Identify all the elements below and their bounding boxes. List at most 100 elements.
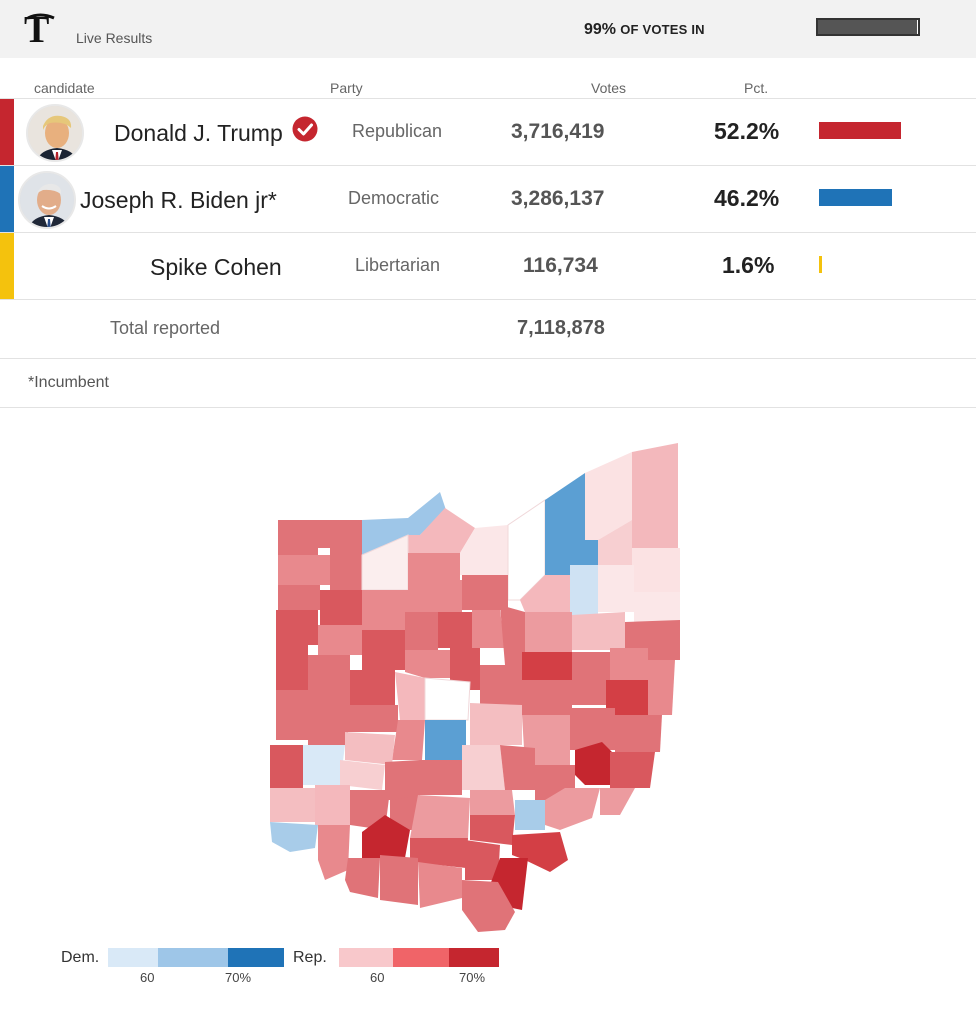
county[interactable]: [598, 520, 632, 565]
county[interactable]: [350, 670, 395, 705]
county[interactable]: [462, 745, 505, 790]
county[interactable]: [615, 715, 662, 752]
county[interactable]: [425, 720, 466, 760]
county[interactable]: [648, 660, 675, 715]
county[interactable]: [276, 690, 308, 740]
total-reported-votes: 7,118,878: [517, 317, 605, 339]
county[interactable]: [395, 672, 425, 720]
county[interactable]: [465, 840, 500, 880]
votes-in-progress-bar: [816, 18, 920, 36]
county[interactable]: [420, 760, 462, 795]
county[interactable]: [380, 855, 418, 905]
county[interactable]: [462, 880, 515, 932]
county[interactable]: [450, 648, 480, 690]
county[interactable]: [520, 575, 570, 612]
vote-share-bar: [819, 122, 901, 139]
county[interactable]: [632, 443, 678, 548]
county[interactable]: [470, 790, 515, 815]
county[interactable]: [362, 630, 405, 670]
county[interactable]: [418, 862, 462, 908]
county[interactable]: [570, 565, 598, 615]
county[interactable]: [362, 590, 408, 630]
county[interactable]: [318, 520, 362, 548]
county[interactable]: [598, 565, 634, 612]
county[interactable]: [408, 580, 462, 612]
candidate-votes: 116,734: [523, 254, 598, 277]
county[interactable]: [276, 610, 318, 645]
county[interactable]: [470, 703, 522, 745]
county[interactable]: [585, 452, 632, 540]
county[interactable]: [480, 665, 522, 705]
county[interactable]: [308, 710, 348, 745]
county[interactable]: [318, 625, 362, 655]
county[interactable]: [276, 645, 308, 690]
county[interactable]: [610, 752, 655, 788]
candidate-row-trump[interactable]: Donald J. Trump Republican 3,716,419 52.…: [0, 99, 976, 165]
county[interactable]: [600, 788, 635, 815]
county[interactable]: [570, 708, 615, 750]
county[interactable]: [308, 680, 350, 710]
county[interactable]: [362, 492, 446, 555]
county[interactable]: [303, 745, 345, 785]
county[interactable]: [362, 815, 410, 858]
county[interactable]: [405, 650, 450, 678]
vote-share-bar: [819, 256, 822, 273]
county[interactable]: [572, 652, 610, 705]
county[interactable]: [385, 760, 420, 800]
candidate-row-biden[interactable]: Joseph R. Biden jr* Democratic 3,286,137…: [0, 166, 976, 232]
divider: [0, 358, 976, 359]
county[interactable]: [270, 822, 318, 852]
county[interactable]: [405, 612, 438, 650]
county[interactable]: [438, 612, 472, 648]
county[interactable]: [318, 825, 350, 880]
county[interactable]: [345, 858, 380, 898]
county[interactable]: [462, 575, 508, 610]
county[interactable]: [270, 745, 303, 788]
county[interactable]: [392, 720, 425, 760]
votes-in-progress-fill: [818, 20, 917, 34]
county[interactable]: [500, 605, 525, 665]
county[interactable]: [460, 525, 508, 575]
county[interactable]: [470, 815, 515, 845]
county[interactable]: [308, 655, 350, 680]
county[interactable]: [606, 680, 648, 715]
county[interactable]: [408, 508, 475, 553]
column-header-pct: Pct.: [744, 80, 769, 96]
county[interactable]: [545, 788, 600, 830]
county[interactable]: [320, 590, 362, 625]
county[interactable]: [634, 592, 680, 622]
nyt-logo-icon[interactable]: T: [22, 10, 58, 50]
county[interactable]: [330, 548, 362, 590]
county[interactable]: [410, 795, 470, 838]
county[interactable]: [472, 610, 505, 648]
county[interactable]: [500, 745, 535, 790]
county[interactable]: [522, 652, 572, 680]
county[interactable]: [348, 705, 398, 732]
county[interactable]: [345, 732, 395, 765]
county[interactable]: [515, 800, 545, 830]
county[interactable]: [525, 612, 572, 652]
county[interactable]: [545, 473, 598, 575]
county[interactable]: [340, 760, 385, 790]
county[interactable]: [572, 612, 625, 650]
candidate-row-cohen[interactable]: Spike Cohen Libertarian 116,734 1.6%: [0, 233, 976, 299]
county[interactable]: [278, 555, 330, 585]
county[interactable]: [278, 520, 318, 555]
county[interactable]: [424, 677, 471, 721]
candidate-pct: 52.2%: [714, 118, 780, 144]
county[interactable]: [512, 832, 568, 872]
county[interactable]: [278, 585, 320, 610]
candidate-name: Joseph R. Biden jr*: [80, 187, 277, 213]
county[interactable]: [390, 795, 420, 830]
county[interactable]: [632, 548, 680, 592]
county[interactable]: [315, 785, 350, 825]
county[interactable]: [408, 553, 460, 580]
candidate-votes: 3,286,137: [511, 187, 605, 210]
county[interactable]: [410, 838, 468, 868]
county[interactable]: [575, 742, 615, 785]
county[interactable]: [610, 648, 648, 680]
county[interactable]: [522, 680, 572, 715]
legend-dem-swatch: [158, 948, 228, 967]
county-results-map[interactable]: [260, 436, 700, 936]
county[interactable]: [270, 788, 315, 822]
